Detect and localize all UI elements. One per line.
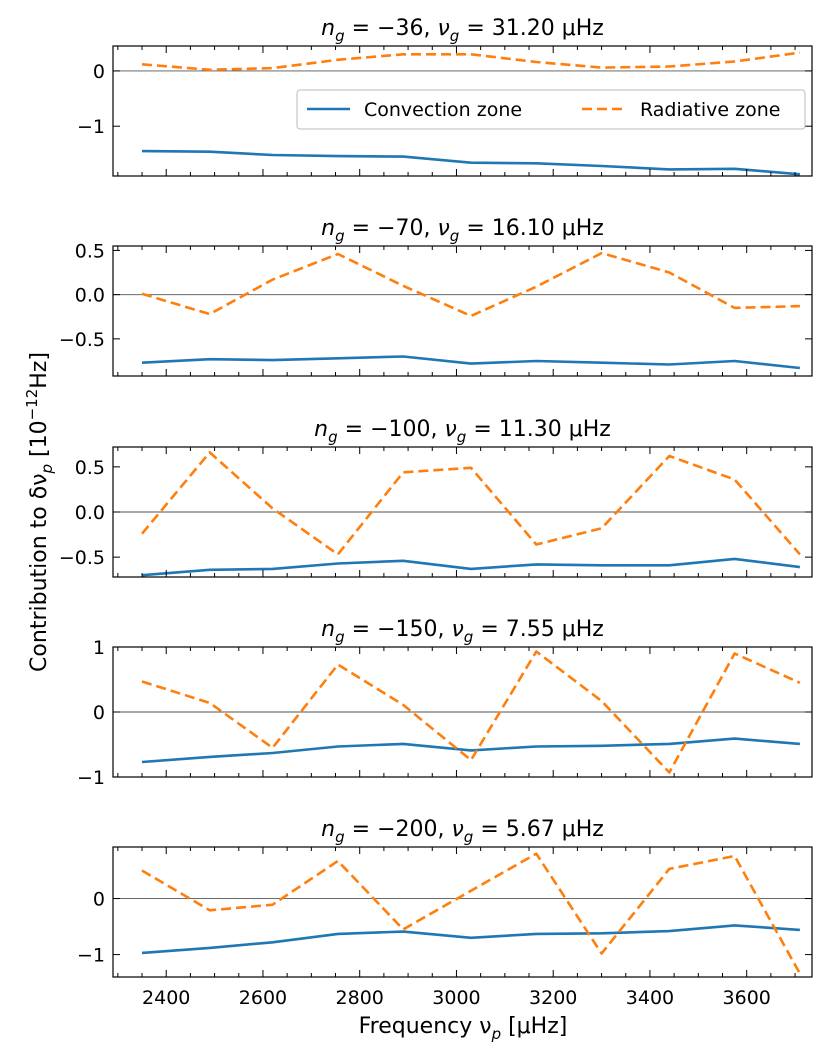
panel-4: ng = −150, νg = 7.55 μHz 1 0 −1 — [77, 617, 813, 789]
y-tick-label: 0 — [93, 889, 105, 911]
figure-ylabel: Contribution to δνp [10−12Hz] — [23, 352, 56, 672]
legend-label-convection: Convection zone — [364, 99, 522, 121]
panel-frame — [112, 245, 813, 377]
legend-label-radiative: Radiative zone — [640, 99, 780, 121]
radiative-zone-line — [141, 650, 801, 774]
x-tick-label: 3000 — [432, 987, 480, 1009]
panel-5: ng = −200, νg = 5.67 μHz 0 −1 — [77, 817, 813, 978]
figure-xlabel: Frequency νp [μHz] — [359, 1014, 568, 1043]
convection-zone-line — [141, 355, 801, 370]
y-tick-label: 0 — [93, 61, 105, 83]
panel-title: ng = −70, νg = 16.10 μHz — [321, 216, 604, 245]
radiative-zone-line — [141, 852, 802, 975]
convection-zone-line — [141, 737, 801, 764]
y-tick-label: 0 — [93, 702, 105, 724]
legend: Convection zone Radiative zone — [296, 89, 806, 130]
y-tick-label: −1 — [77, 945, 105, 967]
radiative-zone-line — [141, 251, 800, 318]
y-tick-label: −1 — [77, 116, 105, 138]
radiative-zone-line — [141, 51, 801, 72]
y-tick-label: 0.5 — [75, 240, 105, 262]
convection-zone-line — [141, 149, 801, 176]
x-tick-label: 2800 — [336, 987, 384, 1009]
panel-title: ng = −100, νg = 11.30 μHz — [314, 417, 611, 446]
x-tick-label: 2600 — [239, 987, 287, 1009]
panel-title: ng = −36, νg = 31.20 μHz — [321, 16, 604, 45]
panel-frame — [112, 45, 813, 177]
convection-zone-line — [141, 557, 801, 577]
y-tick-label: −0.5 — [59, 329, 105, 351]
panel-title: ng = −200, νg = 5.67 μHz — [321, 817, 604, 846]
x-tick-label: 3200 — [529, 987, 577, 1009]
convection-zone-line — [141, 924, 800, 955]
x-tick-labels: 2400 2600 2800 3000 3200 3400 3600 — [142, 987, 771, 1009]
x-tick-label: 3400 — [626, 987, 674, 1009]
panel-2: ng = −70, νg = 16.10 μHz 0.5 0.0 −0.5 — [59, 216, 813, 377]
panels-group: ng = −36, νg = 31.20 μHz 0 −1 ng = −70, νg … — [59, 16, 813, 1009]
legend-frame — [296, 89, 806, 130]
panel-frame — [112, 846, 813, 978]
y-tick-label: 0.0 — [75, 502, 105, 524]
y-tick-label: 0.5 — [75, 457, 105, 479]
y-tick-label: −0.5 — [59, 547, 105, 569]
y-tick-label: 1 — [93, 637, 105, 659]
x-tick-label: 2400 — [142, 987, 190, 1009]
x-tick-label: 3600 — [723, 987, 771, 1009]
panel-title: ng = −150, νg = 7.55 μHz — [321, 617, 604, 646]
radiative-zone-line — [141, 451, 801, 556]
panel-1: ng = −36, νg = 31.20 μHz 0 −1 — [77, 16, 813, 177]
y-tick-label: −1 — [77, 767, 105, 789]
panel-3: ng = −100, νg = 11.30 μHz 0.5 0.0 −0.5 — [59, 417, 813, 578]
y-tick-label: 0.0 — [75, 285, 105, 307]
